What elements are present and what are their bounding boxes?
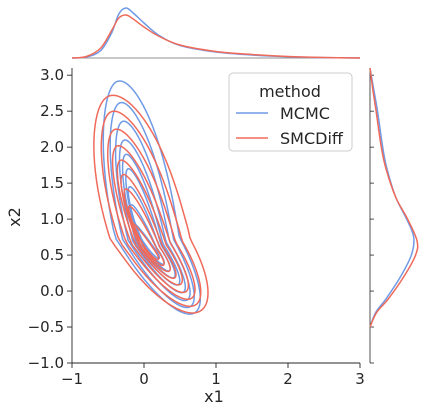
- mcmc-x1-density-curve: [71, 7, 361, 59]
- y-tick-label-3: 0.0: [40, 282, 64, 300]
- mcmc-contour-1: [102, 80, 202, 315]
- y-tick-label-6: 1.5: [40, 174, 64, 192]
- smcdiff-contour-1: [93, 94, 209, 314]
- smcdiff-x2-density-curve: [369, 67, 419, 328]
- y-tick-label-7: 2.0: [40, 138, 64, 156]
- axes: −1 0 1 2 3 −1.0 −0.5 0.0 0.5 1.0 1.5 2.0 2.5 3.0: [28, 66, 365, 388]
- legend-box: [228, 72, 353, 152]
- y-tick-label-8: 2.5: [40, 102, 64, 120]
- joint-plot-area: [93, 80, 209, 315]
- y-tick-label-1: −1.0: [28, 354, 64, 372]
- y-tick-label-4: 0.5: [40, 246, 64, 264]
- x1-marginal-density: [71, 7, 361, 59]
- x2-marginal-density: [369, 67, 419, 364]
- smcdiff-contour-6: [120, 173, 177, 280]
- x-tick-label-4: 2: [283, 370, 293, 388]
- legend-label-smcdiff: SMCDiff: [280, 129, 344, 148]
- legend: method MCMC SMCDiff: [228, 72, 353, 152]
- x-tick-label-2: 0: [139, 370, 149, 388]
- x-tick-label-1: −1: [61, 370, 83, 388]
- smcdiff-contour-3: [107, 128, 196, 301]
- mcmc-x2-density-curve: [369, 67, 415, 328]
- y-tick-label-2: −0.5: [28, 318, 64, 336]
- smcdiff-contour-2: [100, 110, 202, 308]
- x-axis-label: x1: [204, 387, 224, 406]
- x-tick-label-5: 3: [355, 370, 365, 388]
- smcdiff-contour-8: [127, 205, 165, 267]
- smcdiff-contour-5: [116, 159, 184, 286]
- x-tick-label-3: 1: [211, 370, 221, 388]
- y-tick-label-5: 1.0: [40, 210, 64, 228]
- legend-label-mcmc: MCMC: [280, 104, 330, 123]
- smcdiff-contour-9: [130, 221, 160, 261]
- y-axis-label: x2: [5, 207, 24, 227]
- y-tick-label-9: 3.0: [40, 66, 64, 84]
- smcdiff-x1-density-curve: [71, 14, 361, 59]
- legend-title: method: [259, 82, 321, 101]
- smcdiff-contour-4: [111, 144, 190, 294]
- smcdiff-contour-7: [123, 188, 171, 273]
